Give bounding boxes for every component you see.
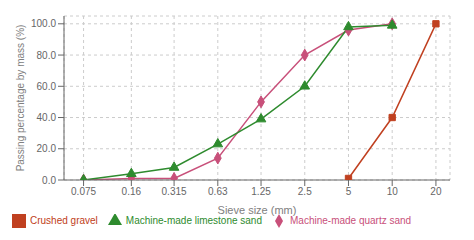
svg-text:5: 5 [346,186,352,197]
svg-text:0.63: 0.63 [208,186,228,197]
html-text:Machine-made limestone sand: Machine-made limestone sand [125,214,262,226]
svg-text:2.5: 2.5 [298,186,312,197]
svg-text:Passing percentage by mass (%): Passing percentage by mass (%) [15,25,26,172]
html-text:Crushed gravel: Crushed gravel [30,214,98,226]
svg-text:10: 10 [387,186,399,197]
svg-text:60.0: 60.0 [37,81,57,92]
svg-text:40.0: 40.0 [37,112,57,123]
svg-text:0.0: 0.0 [42,175,56,186]
svg-text:0.075: 0.075 [71,186,96,197]
svg-text:Sieve size (mm): Sieve size (mm) [218,204,297,216]
html-text:Machine-made quartz sand: Machine-made quartz sand [290,214,412,226]
svg-text:0.315: 0.315 [162,186,187,197]
svg-text:0.16: 0.16 [122,186,142,197]
svg-text:20.0: 20.0 [37,143,57,154]
svg-text:80.0: 80.0 [37,50,57,61]
svg-text:100.0: 100.0 [31,18,56,29]
svg-text:1.25: 1.25 [251,186,271,197]
svg-text:20: 20 [430,186,442,197]
